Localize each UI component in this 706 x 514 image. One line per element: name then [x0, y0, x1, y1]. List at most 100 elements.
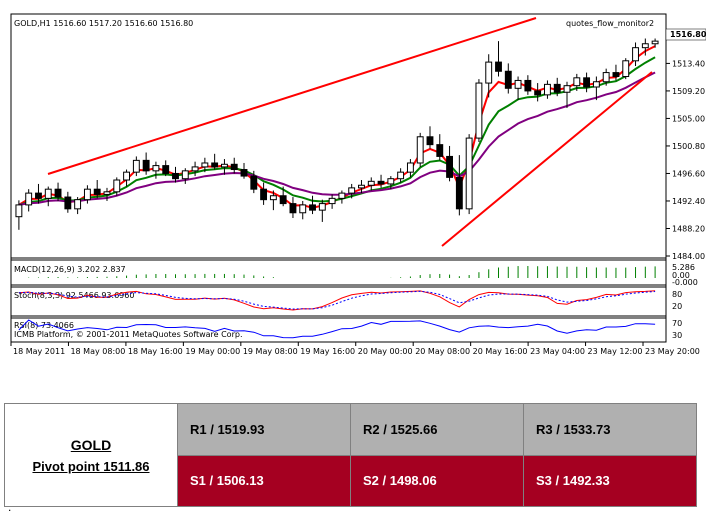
r2-cell: R2 / 1525.66	[350, 403, 524, 456]
candle-body	[83, 188, 91, 201]
candle-body	[524, 79, 532, 92]
time-tick-label: 23 May 04:00	[530, 347, 585, 356]
stoch-label: Stoch(8,3,3) 92.5466 93.6960	[14, 291, 134, 300]
candle-body	[475, 82, 483, 139]
candle-body	[211, 162, 219, 168]
candle-body	[583, 77, 591, 88]
footer-mark: .	[8, 500, 12, 514]
macd-tick-bot: -0.000	[672, 278, 698, 287]
r3-cell: R3 / 1533.73	[523, 403, 697, 456]
time-axis: 18 May 2011 18 May 08:00 18 May 16:00 19 Ma…	[10, 342, 700, 356]
candle-body	[318, 203, 326, 211]
candle-body	[641, 43, 649, 49]
price-tick-label: 1488.20	[672, 224, 705, 233]
candle-body	[416, 136, 424, 164]
candle-body	[162, 165, 170, 174]
candle-body	[406, 162, 414, 173]
current-price-label: 1516.80	[670, 30, 706, 39]
candle-body	[514, 79, 522, 89]
time-tick-label: 20 May 08:00	[415, 347, 470, 356]
candle-body	[563, 85, 571, 93]
time-tick-label: 18 May 08:00	[70, 347, 125, 356]
candle-body	[544, 83, 551, 96]
candle-body	[289, 203, 297, 214]
candle-body	[44, 188, 52, 199]
candle-body	[358, 184, 365, 189]
r1-cell: R1 / 1519.93	[177, 403, 351, 456]
price-tick-label: 1500.80	[672, 142, 705, 151]
current-price-box	[665, 28, 706, 41]
time-tick-label: 19 May 08:00	[243, 347, 298, 356]
time-tick-label: 20 May 16:00	[473, 347, 528, 356]
candle-body	[201, 162, 209, 168]
candle-body	[328, 197, 336, 205]
candle-body	[632, 47, 639, 62]
candle-body	[93, 188, 101, 195]
ma-slow-line	[18, 71, 656, 206]
macd-tick-mid: 0.00	[672, 271, 690, 280]
candle-body	[142, 159, 150, 172]
lower-trendline	[441, 71, 653, 247]
s1-cell: S1 / 1506.13	[177, 454, 351, 507]
time-tick-label: 18 May 2011	[13, 347, 65, 356]
price-axis: 1517.601513.401509.201505.001500.801496.…	[666, 32, 705, 261]
candle-body	[25, 192, 33, 206]
price-tick-label: 1496.60	[672, 169, 705, 178]
price-tick-label: 1484.00	[672, 252, 705, 261]
candle-body	[602, 72, 610, 83]
candle-body	[132, 159, 140, 173]
candle-body	[338, 192, 346, 199]
candle-body	[35, 192, 42, 199]
candle-body	[455, 176, 463, 210]
candle-body	[573, 77, 581, 87]
instrument-name: GOLD	[70, 436, 112, 453]
candlestick-series	[15, 38, 659, 230]
candle-body	[250, 175, 258, 190]
candle-body	[191, 166, 199, 172]
candle-body	[426, 136, 434, 146]
candle-body	[113, 179, 121, 193]
price-tick-label: 1505.00	[672, 114, 705, 123]
candle-body	[64, 196, 72, 210]
candle-body	[152, 165, 160, 172]
rsi-label: RSI(8) 73.4066	[14, 321, 74, 330]
stoch-tick-top: 80	[672, 290, 682, 299]
macd-tick-top: 5.286	[672, 263, 695, 272]
candle-body	[15, 204, 23, 218]
candle-body	[534, 90, 542, 96]
price-tick-label: 1513.40	[672, 59, 705, 68]
candle-body	[651, 40, 659, 45]
s3-cell: S3 / 1492.33	[523, 454, 697, 507]
candle-body	[181, 170, 189, 180]
candle-body	[299, 204, 307, 214]
time-tick-label: 19 May 16:00	[300, 347, 355, 356]
macd-histogram	[28, 266, 656, 278]
candle-body	[495, 61, 502, 72]
candle-body	[485, 61, 493, 84]
pivot-point: Pivot point 1511.86	[32, 458, 150, 474]
stoch-tick-bot: 20	[672, 302, 682, 311]
s2-cell: S2 / 1498.06	[350, 454, 524, 507]
candle-body	[553, 83, 561, 93]
rsi-tick-bot: 30	[672, 331, 682, 340]
candle-body	[436, 144, 444, 157]
stoch-d-line	[18, 290, 656, 310]
macd-label: MACD(12,26,9) 3.202 2.837	[14, 265, 126, 274]
candle-body	[367, 180, 375, 186]
upper-trendline	[47, 17, 537, 175]
copyright-label: ICMB Platform, © 2001-2011 MetaQuotes So…	[14, 330, 243, 339]
candle-body	[377, 180, 385, 185]
candle-body	[240, 169, 248, 177]
time-tick-label: 23 May 20:00	[645, 347, 700, 356]
pivot-table: GOLD Pivot point 1511.86 R1 / 1519.93 R2…	[4, 403, 697, 507]
time-tick-label: 23 May 12:00	[588, 347, 643, 356]
time-tick-label: 20 May 00:00	[358, 347, 413, 356]
candle-body	[465, 137, 473, 210]
candle-body	[387, 178, 395, 185]
time-tick-label: 18 May 16:00	[128, 347, 183, 356]
candle-body	[123, 171, 130, 181]
candle-body	[74, 199, 82, 210]
candle-body	[54, 188, 62, 198]
stochastic-lines	[18, 290, 656, 311]
candle-body	[592, 81, 600, 88]
